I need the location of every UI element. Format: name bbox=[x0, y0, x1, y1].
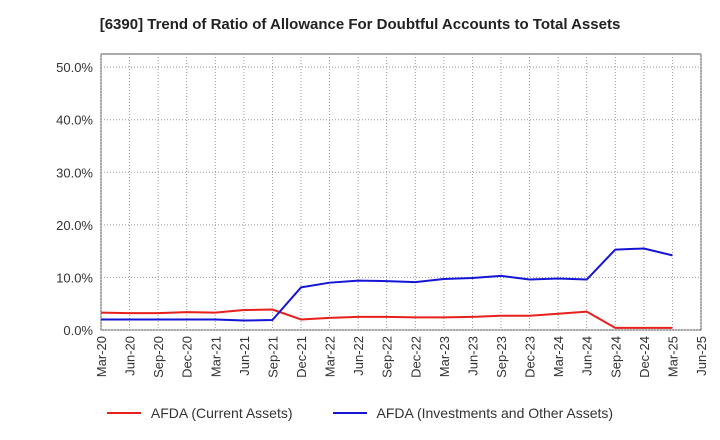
legend-label-investments: AFDA (Investments and Other Assets) bbox=[376, 405, 614, 421]
plot-frame bbox=[100, 53, 702, 331]
series-line-current-assets bbox=[100, 308, 673, 329]
x-tick-label: Dec-21 bbox=[294, 336, 309, 378]
x-tick-label: Jun-20 bbox=[123, 336, 138, 376]
legend-item-investments: AFDA (Investments and Other Assets) bbox=[332, 405, 614, 421]
y-tick-label: 40.0% bbox=[56, 113, 93, 128]
x-tick-label: Mar-21 bbox=[208, 336, 223, 377]
legend-swatch-investments bbox=[332, 412, 367, 414]
x-tick-label: Jun-22 bbox=[351, 336, 366, 376]
series-line-investments bbox=[101, 247, 673, 322]
y-tick-label: 10.0% bbox=[56, 270, 93, 285]
x-tick-label: Sep-21 bbox=[265, 336, 280, 378]
x-tick-label: Sep-20 bbox=[151, 336, 166, 378]
legend-label-current-assets: AFDA (Current Assets) bbox=[150, 405, 293, 421]
x-tick-label: Mar-20 bbox=[94, 336, 109, 377]
x-tick-label: Dec-24 bbox=[637, 336, 652, 378]
chart-title: [6390] Trend of Ratio of Allowance For D… bbox=[99, 16, 621, 33]
legend-swatch-current-assets bbox=[106, 412, 141, 414]
y-tick-label: 50.0% bbox=[56, 60, 93, 75]
x-tick-label: Dec-22 bbox=[408, 336, 423, 378]
x-tick-label: Mar-24 bbox=[551, 336, 566, 377]
x-tick-label: Jun-24 bbox=[580, 336, 595, 376]
x-tick-label: Mar-23 bbox=[437, 336, 452, 377]
y-tick-label: 0.0% bbox=[63, 323, 93, 338]
x-tick-label: Sep-24 bbox=[608, 336, 623, 378]
x-tick-label: Mar-25 bbox=[665, 336, 680, 377]
x-tick-label: Sep-23 bbox=[494, 336, 509, 378]
legend: AFDA (Current Assets) AFDA (Investments … bbox=[0, 405, 720, 421]
y-tick-label: 30.0% bbox=[56, 165, 93, 180]
x-tick-label: Dec-23 bbox=[523, 336, 538, 378]
x-tick-label: Sep-22 bbox=[380, 336, 395, 378]
y-tick-label: 20.0% bbox=[56, 218, 93, 233]
x-tick-label: Jun-21 bbox=[237, 336, 252, 376]
x-tick-label: Jun-23 bbox=[465, 336, 480, 376]
x-tick-label: Jun-25 bbox=[694, 336, 709, 376]
legend-item-current-assets: AFDA (Current Assets) bbox=[106, 405, 293, 421]
x-tick-label: Dec-20 bbox=[180, 336, 195, 378]
x-tick-label: Mar-22 bbox=[323, 336, 338, 377]
